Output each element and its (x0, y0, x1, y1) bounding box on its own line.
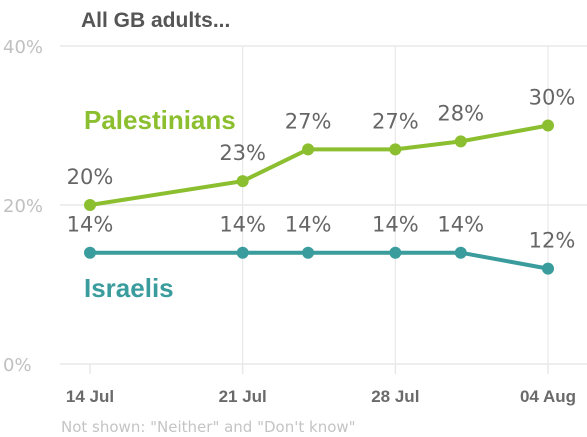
series-line (88, 123, 550, 207)
gridlines (60, 45, 587, 374)
chart-note: Not shown: "Neither" and "Don't know" (61, 418, 356, 436)
data-labels: 20% 23% 27% 27% 28% 30% Palestinians 14% 14% 14% 1… (67, 86, 576, 304)
y-tick-label: 0% (3, 355, 32, 376)
x-tick-label: 28 Jul (371, 387, 419, 406)
series-label: Israelis (84, 273, 174, 303)
data-label: 23% (219, 141, 266, 165)
x-tick-label: 14 Jul (66, 387, 114, 406)
data-label: 27% (372, 109, 419, 133)
y-tick-label: 20% (3, 196, 43, 217)
data-point (236, 246, 249, 259)
data-point (302, 246, 315, 259)
data-point (542, 262, 554, 275)
data-point (302, 143, 315, 156)
data-label: 27% (285, 109, 332, 133)
chart-title: All GB adults... (81, 9, 230, 32)
data-label: 30% (529, 86, 576, 110)
x-tick-label: 21 Jul (219, 387, 267, 406)
data-label: 12% (529, 229, 576, 253)
series (84, 119, 554, 275)
x-axis: 14 Jul 21 Jul 28 Jul 04 Aug (66, 387, 576, 406)
data-point (84, 199, 96, 211)
data-label: 14% (285, 213, 332, 237)
data-point (454, 246, 467, 259)
data-label: 14% (372, 213, 419, 237)
data-label: 28% (437, 101, 484, 125)
y-axis: 0% 20% 40% (3, 37, 43, 376)
data-label: 20% (67, 165, 114, 189)
data-point (454, 135, 467, 148)
x-tick-label: 04 Aug (520, 387, 576, 406)
series-line (88, 250, 550, 271)
data-label: 14% (67, 213, 114, 237)
data-point (236, 175, 249, 188)
y-tick-label: 40% (3, 37, 43, 58)
data-point (389, 143, 402, 156)
data-label: 14% (437, 213, 484, 237)
series-label: Palestinians (84, 105, 236, 135)
data-point (84, 246, 96, 259)
data-point (542, 119, 554, 132)
data-point (389, 246, 402, 259)
data-label: 14% (219, 213, 266, 237)
